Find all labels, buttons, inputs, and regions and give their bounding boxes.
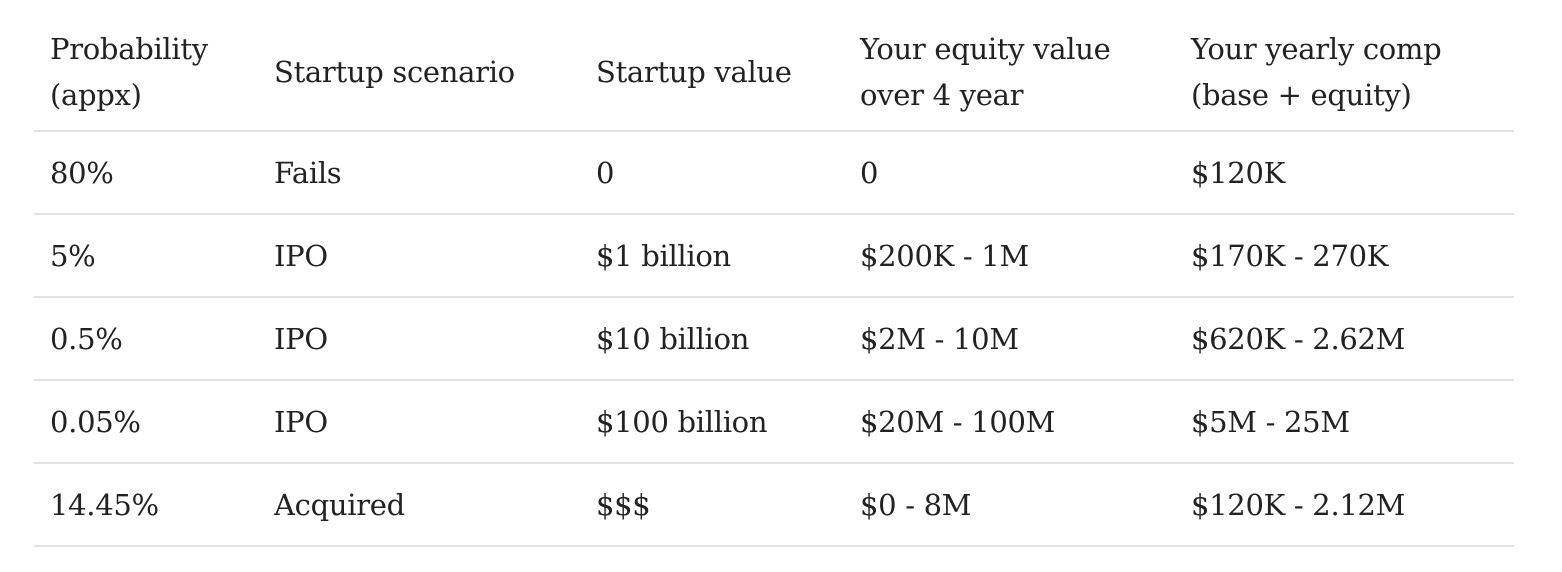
header-yearly-comp: Your yearly comp (base + equity)	[1175, 14, 1514, 131]
header-probability: Probability (appx)	[34, 14, 258, 131]
header-equity-value-line1: Your equity value	[860, 32, 1111, 66]
header-yearly-comp-line1: Your yearly comp	[1191, 32, 1442, 66]
cell-scenario: IPO	[274, 238, 328, 273]
cell-probability: 5%	[50, 238, 96, 273]
header-equity-value-line2: over 4 year	[860, 78, 1024, 112]
header-startup-scenario-label: Startup scenario	[274, 55, 515, 89]
cell-equity-value: $2M - 10M	[860, 321, 1019, 356]
table-row: 0.05% IPO $100 billion $20M - 100M $5M -…	[34, 380, 1514, 463]
cell-scenario: Fails	[274, 155, 342, 190]
table-row: 14.45% Acquired $$$ $0 - 8M $120K - 2.12…	[34, 463, 1514, 546]
header-probability-line1: Probability	[50, 32, 208, 66]
header-startup-scenario: Startup scenario	[258, 14, 580, 131]
cell-yearly-comp: $120K	[1191, 155, 1285, 190]
comp-table-container: Probability (appx) Startup scenario Star…	[34, 14, 1514, 547]
cell-startup-value: $100 billion	[596, 404, 768, 439]
cell-scenario: IPO	[274, 321, 328, 356]
cell-equity-value: $20M - 100M	[860, 404, 1056, 439]
cell-equity-value: $200K - 1M	[860, 238, 1029, 273]
table-row: 80% Fails 0 0 $120K	[34, 131, 1514, 214]
cell-probability: 0.5%	[50, 321, 123, 356]
cell-yearly-comp: $5M - 25M	[1191, 404, 1350, 439]
table-header-row: Probability (appx) Startup scenario Star…	[34, 14, 1514, 131]
cell-startup-value: $$$	[596, 487, 651, 522]
cell-yearly-comp: $120K - 2.12M	[1191, 487, 1406, 522]
cell-yearly-comp: $170K - 270K	[1191, 238, 1389, 273]
cell-startup-value: $10 billion	[596, 321, 750, 356]
table-row: 0.5% IPO $10 billion $2M - 10M $620K - 2…	[34, 297, 1514, 380]
cell-startup-value: 0	[596, 155, 615, 190]
cell-probability: 0.05%	[50, 404, 141, 439]
cell-equity-value: $0 - 8M	[860, 487, 972, 522]
compensation-scenario-table: Probability (appx) Startup scenario Star…	[34, 14, 1514, 547]
cell-probability: 80%	[50, 155, 114, 190]
cell-yearly-comp: $620K - 2.62M	[1191, 321, 1406, 356]
header-probability-line2: (appx)	[50, 78, 142, 112]
header-yearly-comp-line2: (base + equity)	[1191, 78, 1412, 112]
cell-scenario: IPO	[274, 404, 328, 439]
cell-startup-value: $1 billion	[596, 238, 731, 273]
header-equity-value: Your equity value over 4 year	[844, 14, 1175, 131]
header-startup-value: Startup value	[580, 14, 844, 131]
cell-probability: 14.45%	[50, 487, 159, 522]
header-startup-value-label: Startup value	[596, 55, 792, 89]
cell-equity-value: 0	[860, 155, 879, 190]
table-row: 5% IPO $1 billion $200K - 1M $170K - 270…	[34, 214, 1514, 297]
cell-scenario: Acquired	[274, 487, 405, 522]
